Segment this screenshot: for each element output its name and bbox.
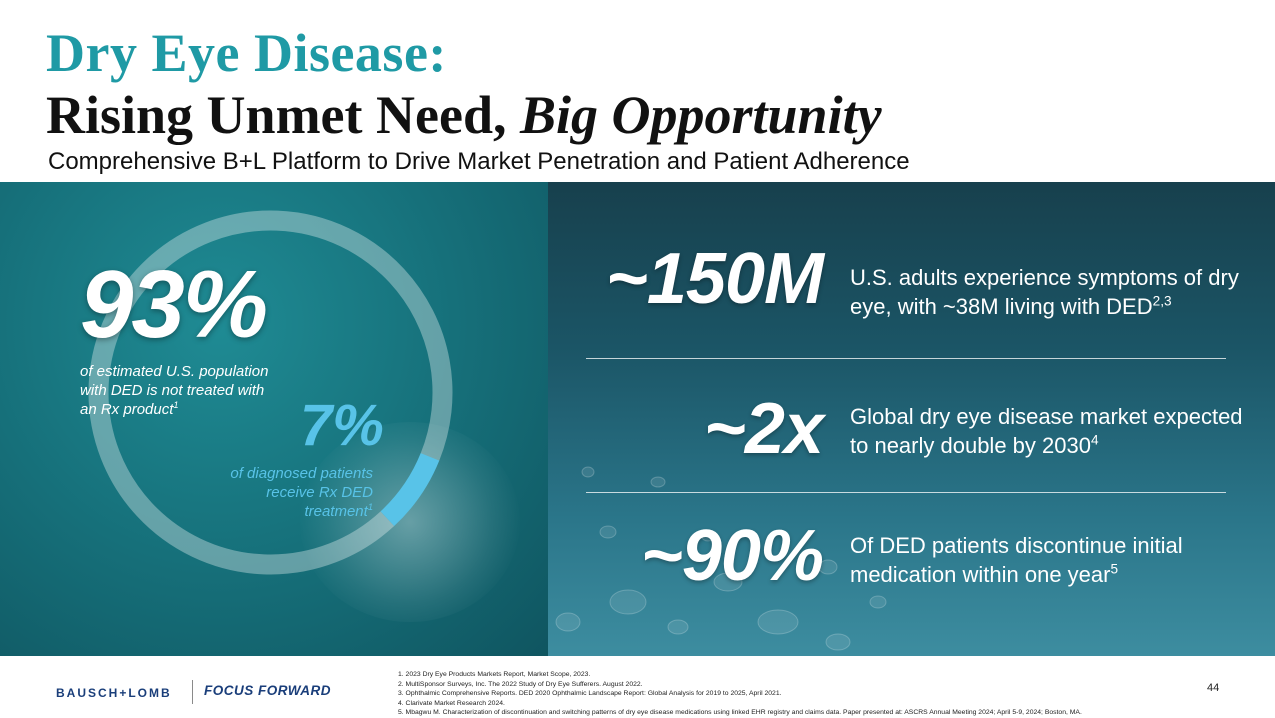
stat-text-3: Of DED patients discontinue initial medi…: [850, 531, 1250, 589]
untreated-caption-ref: 1: [173, 400, 179, 410]
logo-divider: [192, 680, 193, 704]
right-panel: [548, 182, 1275, 656]
divider-2: [586, 492, 1226, 493]
left-panel: [0, 182, 548, 656]
panel-glow: [300, 422, 520, 622]
treated-caption-text: of diagnosed patients receive Rx DED tre…: [230, 465, 373, 520]
footer: [0, 656, 1275, 718]
stat-text-1-body: U.S. adults experience symptoms of dry e…: [850, 265, 1239, 319]
untreated-caption-text: of estimated U.S. population with DED is…: [80, 363, 269, 418]
untreated-stat: 93%: [80, 251, 268, 358]
page-number: 44: [1207, 682, 1220, 694]
stat-text-2-body: Global dry eye disease market expected t…: [850, 404, 1243, 458]
stat-value-2: ~2x: [703, 389, 824, 469]
divider-1: [586, 358, 1226, 359]
stat-text-1: U.S. adults experience symptoms of dry e…: [850, 263, 1250, 321]
water-bubbles-background: [555, 466, 887, 651]
treated-caption: of diagnosed patients receive Rx DED tre…: [215, 464, 373, 521]
stat-text-2-ref: 4: [1090, 432, 1099, 448]
donut-chart: [88, 210, 453, 575]
reference-item: 2. MultiSponsor Surveys, Inc. The 2022 S…: [398, 680, 643, 688]
untreated-caption: of estimated U.S. population with DED is…: [80, 362, 270, 419]
stat-value-1: ~150M: [605, 239, 824, 319]
reference-item: 4. Clarivate Market Research 2024.: [398, 699, 505, 707]
reference-item: 5. Mbagwu M. Characterization of discont…: [398, 709, 1082, 716]
treated-caption-ref: 1: [367, 502, 373, 512]
donut-treated-segment: [88, 210, 453, 575]
title-line-2-italic: Big Opportunity: [519, 85, 882, 145]
stat-text-3-body: Of DED patients discontinue initial medi…: [850, 533, 1183, 587]
title-line-2: Rising Unmet Need, Big Opportunity: [46, 84, 882, 146]
focus-forward-logo: FOCUS FORWARD: [204, 683, 331, 698]
reference-item: 3. Ophthalmic Comprehensive Reports. DED…: [398, 690, 782, 697]
reference-item: 1. 2023 Dry Eye Products Markets Report,…: [398, 671, 591, 678]
references-list: 1. 2023 Dry Eye Products Markets Report,…: [398, 670, 1082, 718]
treated-stat: 7%: [300, 393, 384, 458]
subtitle: Comprehensive B+L Platform to Drive Mark…: [48, 148, 910, 175]
title-line-1: Dry Eye Disease:: [46, 23, 447, 83]
bausch-lomb-logo: BAUSCH+LOMB: [56, 686, 172, 700]
stat-text-3-ref: 5: [1110, 561, 1119, 577]
donut-untreated-segment: [88, 210, 453, 575]
stat-value-3: ~90%: [640, 516, 824, 596]
stat-text-1-ref: 2,3: [1152, 293, 1172, 309]
stat-text-2: Global dry eye disease market expected t…: [850, 402, 1250, 460]
title-line-2-plain: Rising Unmet Need,: [46, 85, 520, 145]
